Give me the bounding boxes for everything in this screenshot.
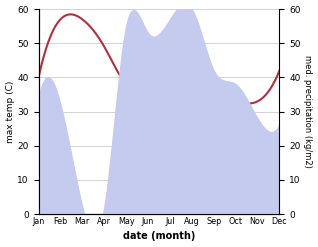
Y-axis label: max temp (C): max temp (C) xyxy=(5,80,15,143)
X-axis label: date (month): date (month) xyxy=(123,231,195,242)
Y-axis label: med. precipitation (kg/m2): med. precipitation (kg/m2) xyxy=(303,55,313,168)
